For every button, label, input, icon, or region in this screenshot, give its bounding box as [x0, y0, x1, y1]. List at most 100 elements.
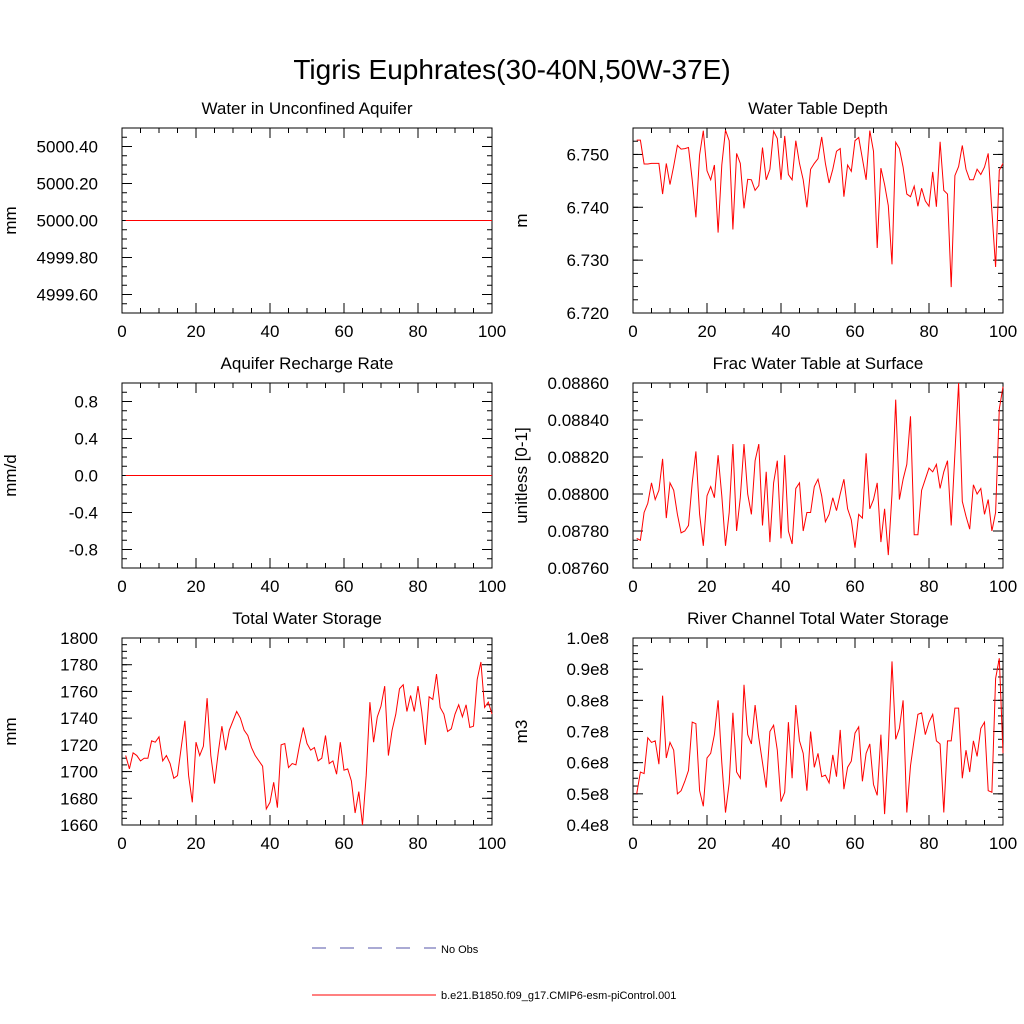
y-tick-label: 0.0: [74, 467, 98, 486]
panel-5: Total Water Storage mm 0 20 40 60 80 100 1660 168…: [1, 609, 506, 853]
y-tick-label: 0.9e8: [566, 660, 609, 679]
x-tick-label: 60: [846, 577, 865, 596]
chart-title: Frac Water Table at Surface: [713, 354, 924, 373]
series-line: [125, 661, 493, 826]
plot-frame: [632, 637, 1004, 826]
panel-1: Water in Unconfined Aquifer mm 0 20 40 60 80 10…: [1, 99, 506, 341]
x-tick-label: 80: [920, 322, 939, 341]
x-tick-label: 40: [772, 322, 791, 341]
y-axis-label: mm: [1, 717, 20, 745]
x-tick-label: 100: [989, 322, 1017, 341]
panel-3: Aquifer Recharge Rate mm/d 0 20 40 60 80 100 -0.…: [1, 354, 506, 596]
x-tick-label: 0: [117, 322, 126, 341]
y-axis-label: unitless [0-1]: [512, 427, 531, 523]
x-tick-label: 60: [846, 322, 865, 341]
y-tick-label: 0.8: [74, 393, 98, 412]
x-tick-label: 100: [989, 577, 1017, 596]
minor-ticks: [121, 637, 493, 826]
x-tick-label: 20: [698, 577, 717, 596]
y-tick-label: 1760: [60, 682, 98, 701]
legend-item-no-obs: No Obs: [312, 944, 479, 956]
chart-title: Total Water Storage: [232, 609, 382, 628]
y-tick-label: 6.730: [566, 251, 609, 270]
x-tick-label: 0: [117, 834, 126, 853]
x-tick-label: 0: [628, 577, 637, 596]
legend-item-model: b.e21.B1850.f09_g17.CMIP6-esm-piControl.…: [312, 990, 676, 1002]
x-tick-label: 100: [989, 834, 1017, 853]
y-tick-label: 1800: [60, 629, 98, 648]
minor-ticks: [632, 637, 1004, 826]
y-tick-label: -0.8: [69, 541, 98, 560]
series-line: [636, 129, 1004, 288]
y-tick-label: 5000.20: [37, 175, 98, 194]
y-tick-label: 0.6e8: [566, 754, 609, 773]
panel-4: Frac Water Table at Surface unitless [0-1…: [512, 354, 1017, 596]
y-tick-label: 0.08840: [548, 411, 609, 430]
x-tick-label: 80: [920, 834, 939, 853]
y-tick-label: -0.4: [69, 504, 98, 523]
y-tick-label: 0.8e8: [566, 691, 609, 710]
y-tick-label: 0.4: [74, 430, 98, 449]
y-tick-label: 4999.60: [37, 286, 98, 305]
panel-6: River Channel Total Water Storage m3 0 20 40…: [512, 609, 1017, 853]
x-tick-label: 100: [478, 322, 506, 341]
y-tick-label: 0.08820: [548, 448, 609, 467]
plot-frame: [121, 637, 493, 826]
minor-ticks: [632, 382, 1004, 569]
y-tick-label: 6.720: [566, 304, 609, 323]
y-tick-label: 1780: [60, 656, 98, 675]
legend: No Obs b.e21.B1850.f09_g17.CMIP6-esm-piCo…: [312, 944, 676, 1002]
x-tick-label: 0: [628, 322, 637, 341]
y-axis-label: m: [512, 213, 531, 227]
y-axis-label: mm/d: [1, 454, 20, 497]
y-tick-label: 6.740: [566, 198, 609, 217]
y-tick-label: 1660: [60, 816, 98, 835]
y-tick-label: 0.08780: [548, 522, 609, 541]
y-tick-label: 1680: [60, 789, 98, 808]
y-tick-label: 4999.80: [37, 249, 98, 268]
x-tick-label: 60: [335, 834, 354, 853]
y-tick-label: 0.08800: [548, 485, 609, 504]
x-tick-label: 40: [772, 834, 791, 853]
plot-frame: [632, 382, 1004, 569]
x-tick-label: 20: [187, 577, 206, 596]
y-tick-label: 0.7e8: [566, 723, 609, 742]
chart-panels: Water in Unconfined Aquifer mm 0 20 40 60 80 10…: [1, 99, 1017, 853]
legend-label: b.e21.B1850.f09_g17.CMIP6-esm-piControl.…: [441, 990, 676, 1002]
x-tick-label: 100: [478, 577, 506, 596]
x-tick-label: 40: [261, 834, 280, 853]
y-tick-label: 0.08760: [548, 559, 609, 578]
y-tick-label: 5000.40: [37, 138, 98, 157]
x-tick-label: 20: [698, 322, 717, 341]
x-tick-label: 80: [409, 577, 428, 596]
series-line: [636, 658, 1004, 815]
y-axis-label: m3: [512, 720, 531, 744]
chart-title: River Channel Total Water Storage: [687, 609, 949, 628]
panel-2: Water Table Depth m 0 20 40 60 80 100 6.720 6.730…: [512, 99, 1017, 341]
x-tick-label: 40: [261, 577, 280, 596]
y-tick-label: 1700: [60, 763, 98, 782]
x-tick-label: 60: [335, 322, 354, 341]
x-tick-label: 80: [920, 577, 939, 596]
x-tick-label: 60: [335, 577, 354, 596]
y-tick-label: 1740: [60, 709, 98, 728]
x-tick-label: 20: [187, 322, 206, 341]
y-tick-label: 1.0e8: [566, 629, 609, 648]
y-tick-label: 0.5e8: [566, 785, 609, 804]
plot-frame: [632, 127, 1004, 314]
x-tick-label: 20: [698, 834, 717, 853]
chart-title: Aquifer Recharge Rate: [221, 354, 394, 373]
y-tick-label: 0.4e8: [566, 816, 609, 835]
x-tick-label: 80: [409, 322, 428, 341]
page-title: Tigris Euphrates(30-40N,50W-37E): [293, 54, 730, 85]
series-line: [636, 382, 1004, 556]
x-tick-label: 20: [187, 834, 206, 853]
chart-title: Water Table Depth: [748, 99, 888, 118]
x-tick-label: 100: [478, 834, 506, 853]
y-tick-label: 6.750: [566, 145, 609, 164]
y-tick-label: 0.08860: [548, 374, 609, 393]
y-axis-label: mm: [1, 206, 20, 234]
x-tick-label: 60: [846, 834, 865, 853]
y-tick-label: 5000.00: [37, 212, 98, 231]
x-tick-label: 0: [628, 834, 637, 853]
